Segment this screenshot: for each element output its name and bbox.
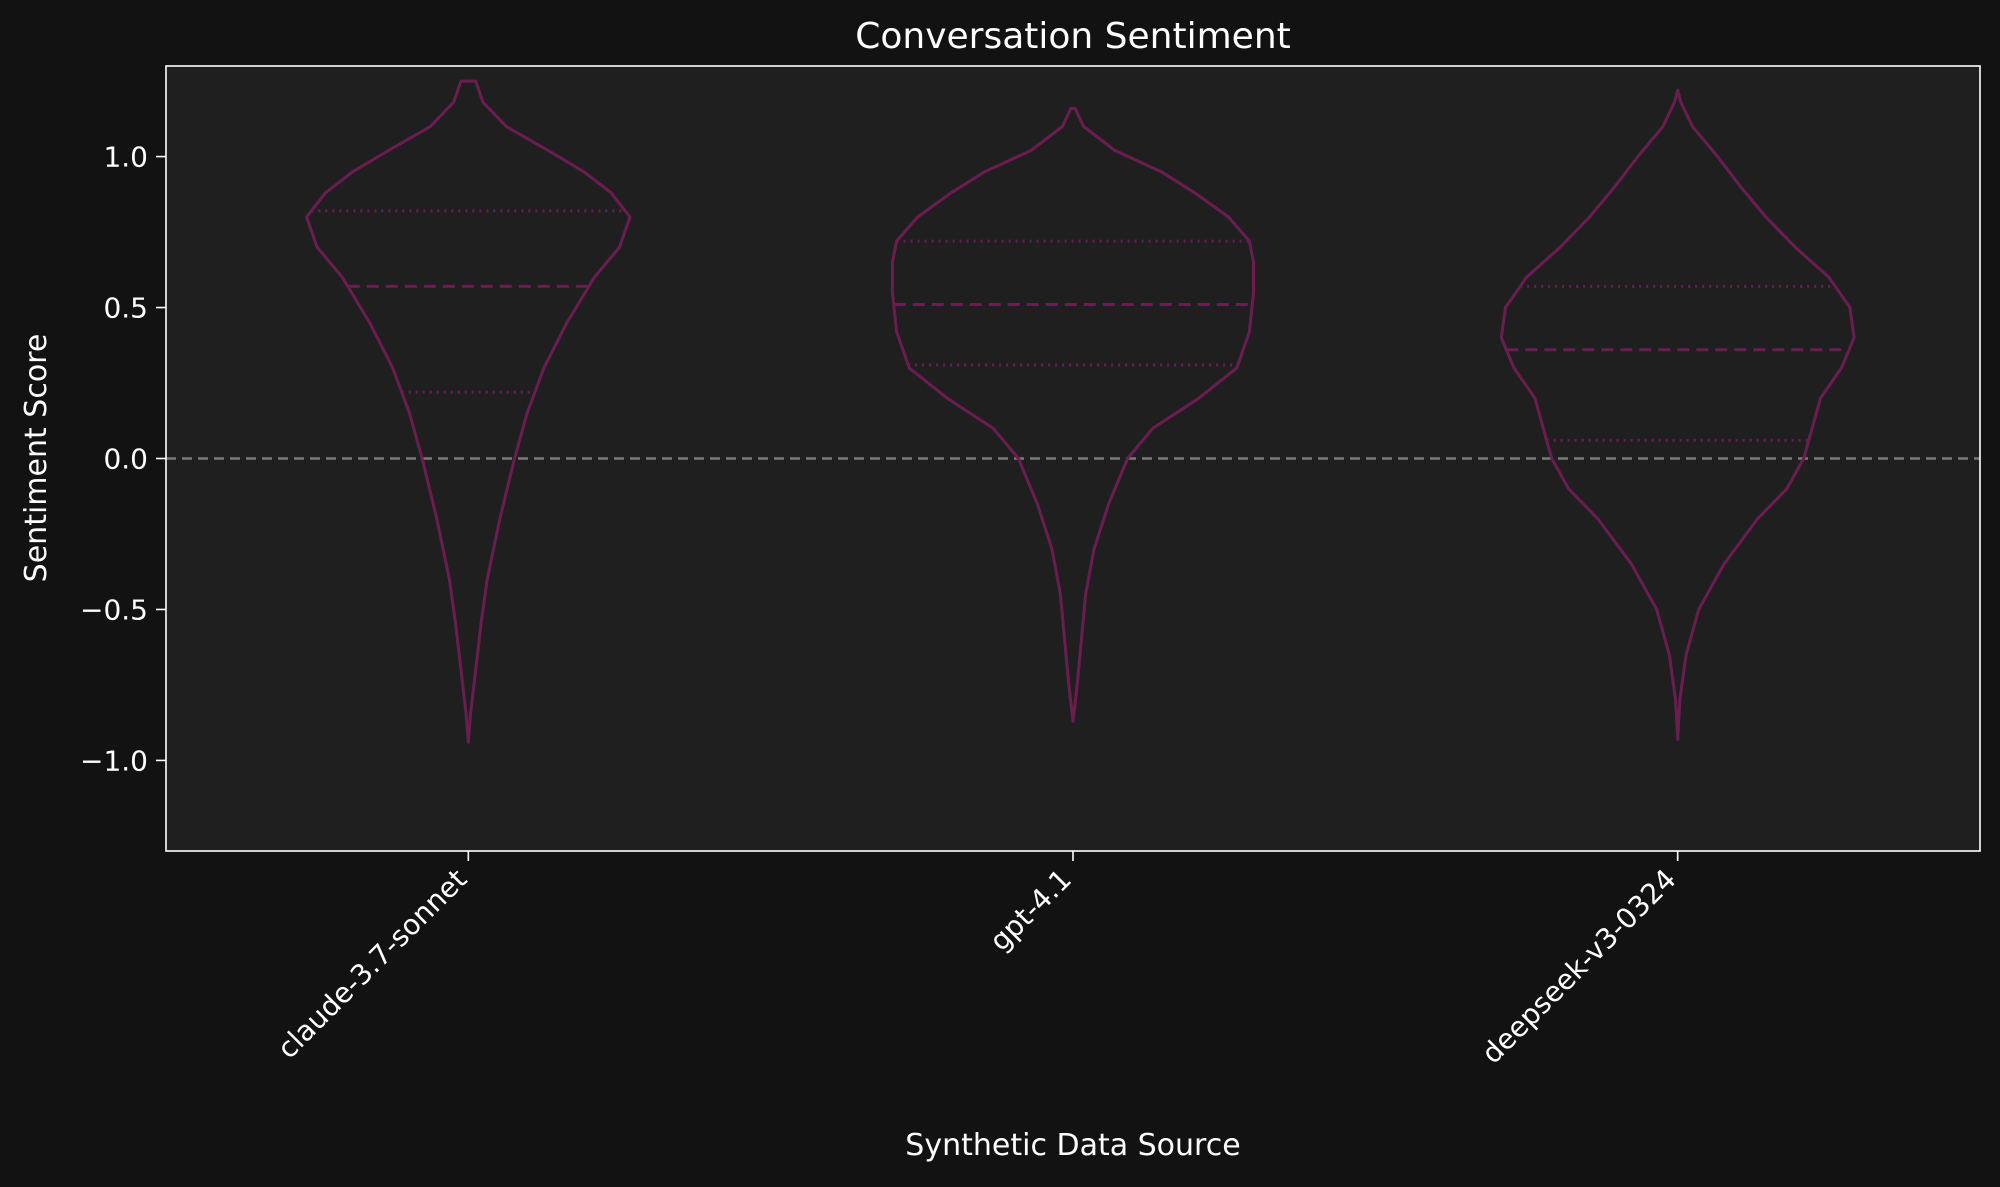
violin-body xyxy=(1499,88,1856,741)
y-tick-label: 1.0 xyxy=(103,141,148,174)
violin-body xyxy=(305,79,632,744)
y-tick-label: 0.0 xyxy=(103,443,148,476)
y-tick-label: 0.5 xyxy=(103,292,148,325)
y-axis-ticks: −1.0 −0.5 0.0 0.5 1.0 xyxy=(80,141,166,777)
violin-claude-3.7-sonnet xyxy=(305,79,632,744)
violin-body xyxy=(890,106,1256,723)
y-tick-label: −1.0 xyxy=(80,744,148,777)
plot-frame xyxy=(165,65,1981,852)
violin-deepseek-v3-0324 xyxy=(1499,88,1856,741)
y-tick-label: −0.5 xyxy=(80,593,148,626)
x-axis-label: Synthetic Data Source xyxy=(905,1128,1240,1163)
chart-title: Conversation Sentiment xyxy=(855,16,1291,57)
violin-layer xyxy=(305,79,1856,744)
y-axis-label: Sentiment Score xyxy=(19,334,54,583)
violin-gpt-4.1 xyxy=(890,106,1256,723)
